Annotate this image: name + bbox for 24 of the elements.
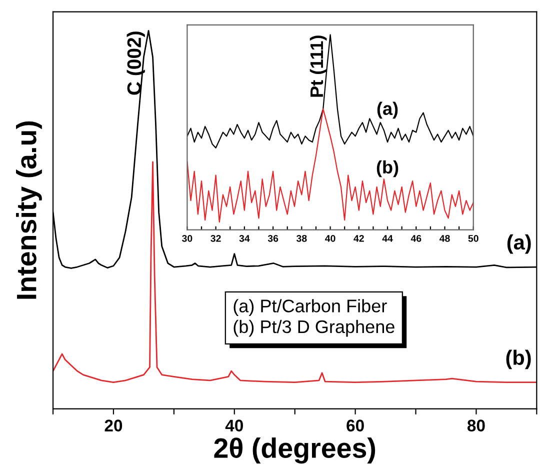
- x-tick-label: 32: [210, 234, 221, 242]
- x-tick-label: 34: [239, 234, 250, 242]
- series-label: (b): [506, 350, 531, 370]
- x-tick-label: 60: [346, 420, 364, 432]
- x-tick-label: 46: [410, 234, 422, 242]
- x-axis-title: 2θ (degrees): [214, 438, 376, 464]
- series-label: (a): [377, 102, 398, 119]
- x-tick-label: 20: [104, 420, 122, 432]
- x-tick-label: 36: [268, 234, 278, 242]
- x-tick-label: 48: [439, 234, 450, 242]
- y-axis-title: Intensity (a.u): [16, 121, 42, 299]
- x-tick-label: 38: [296, 234, 307, 242]
- series-label: (b): [376, 160, 398, 178]
- x-tick-label: 42: [354, 234, 364, 242]
- series-label: (a): [507, 234, 531, 254]
- annotation: C (002): [126, 32, 145, 95]
- x-tick-label: 80: [467, 420, 485, 432]
- x-tick-label: 40: [225, 420, 243, 432]
- annotation: (a) Pt/Carbon Fiber (b) Pt/3 D Graphene: [234, 299, 394, 337]
- x-tick-label: 50: [468, 234, 478, 242]
- x-tick-label: 44: [382, 235, 393, 242]
- annotation: Pt (111): [310, 36, 327, 97]
- x-tick-label: 30: [182, 234, 192, 242]
- x-tick-label: 40: [325, 234, 336, 242]
